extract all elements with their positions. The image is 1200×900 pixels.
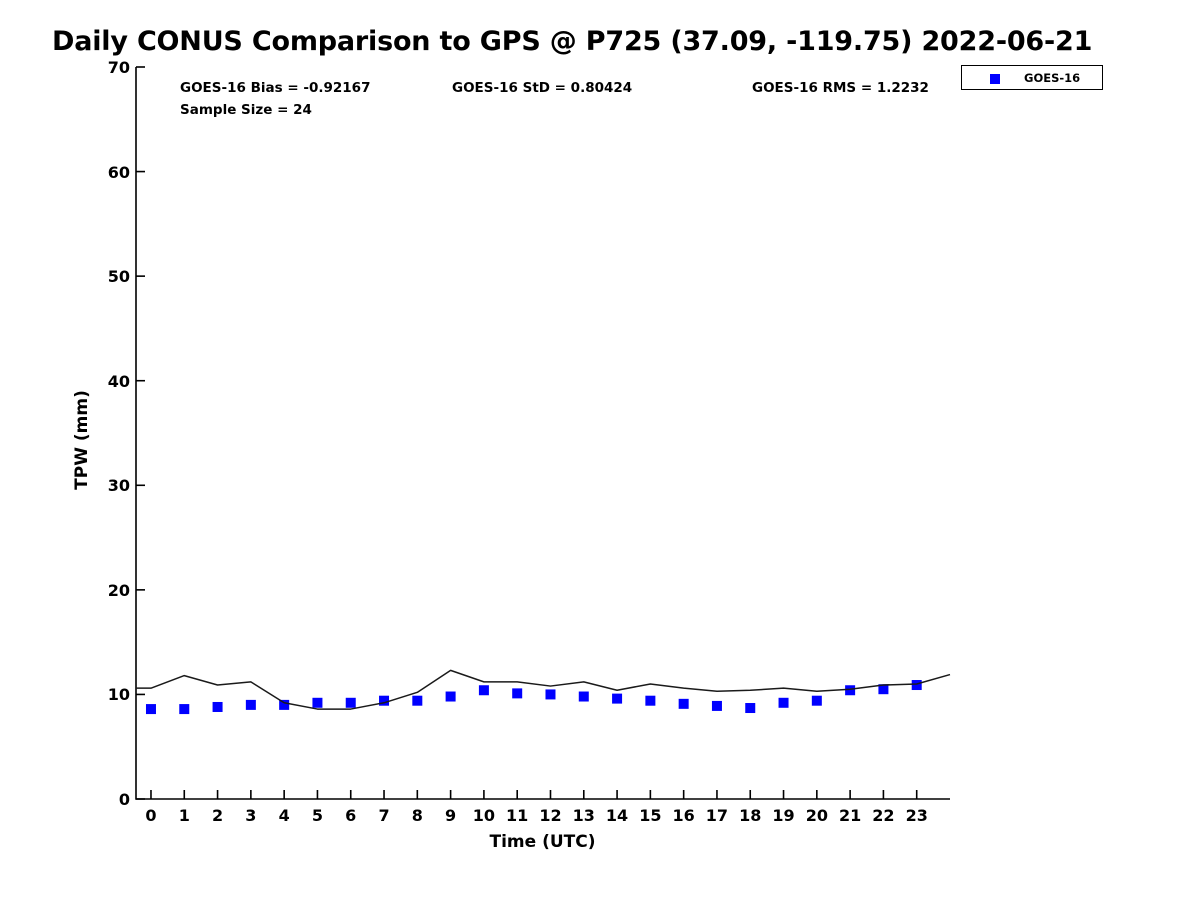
data-point-marker <box>345 697 356 708</box>
x-axis-tick-label: 19 <box>772 806 795 825</box>
data-point-marker <box>379 695 390 706</box>
x-axis-tick-label: 4 <box>278 806 290 825</box>
data-point-marker <box>312 697 323 708</box>
y-axis-tick-label: 30 <box>107 476 130 496</box>
x-axis-tick-label: 16 <box>672 806 695 825</box>
data-point-marker <box>478 685 489 696</box>
data-point-marker <box>612 693 623 704</box>
x-axis-tick-label: 23 <box>905 806 928 825</box>
data-point-marker <box>811 695 822 706</box>
series-markers-goes16 <box>145 680 922 715</box>
data-point-marker <box>179 704 190 715</box>
annotation-rms: GOES-16 RMS = 1.2232 <box>752 80 929 96</box>
data-point-marker <box>412 695 423 706</box>
data-point-marker <box>245 699 256 710</box>
data-point-marker <box>578 691 589 702</box>
series-line-gps <box>136 669 951 710</box>
x-axis-tick-label: 22 <box>872 806 895 825</box>
x-axis-tick-label: 21 <box>838 806 862 825</box>
x-axis-tick-label: 13 <box>572 806 595 825</box>
y-axis-tick-label: 0 <box>118 790 130 809</box>
x-axis-tick-label: 5 <box>311 806 323 825</box>
data-point-marker <box>878 684 889 695</box>
y-axis-tick-label: 40 <box>107 371 130 391</box>
y-axis-tick-label: 50 <box>107 267 130 287</box>
data-point-marker <box>711 700 722 711</box>
x-axis-label: Time (UTC) <box>489 832 596 852</box>
annotation-bias: GOES-16 Bias = -0.92167 <box>180 80 371 96</box>
x-axis-tick-label: 14 <box>605 806 629 825</box>
x-axis-tick-label: 10 <box>472 806 496 825</box>
y-axis-tick-label: 70 <box>107 58 130 77</box>
annotation-std: GOES-16 StD = 0.80424 <box>452 80 633 96</box>
axis-spine <box>135 67 950 800</box>
x-axis-tick-label: 7 <box>378 806 390 825</box>
annotation-sample-size: Sample Size = 24 <box>180 102 312 118</box>
data-point-marker <box>778 697 789 708</box>
legend-marker-goes16-icon <box>990 74 1000 84</box>
y-axis-tick-label: 20 <box>107 580 130 600</box>
data-point-marker <box>445 691 456 702</box>
legend: GOES-16 <box>961 65 1103 90</box>
x-axis-tick-label: 3 <box>245 806 257 825</box>
x-axis-tick-label: 20 <box>805 806 828 825</box>
x-axis-tick-label: 0 <box>145 806 157 825</box>
data-point-marker <box>545 689 556 700</box>
x-axis-tick-label: 17 <box>705 806 729 825</box>
data-point-marker <box>512 688 523 699</box>
x-axis-tick-label: 2 <box>211 806 224 825</box>
x-axis-tick-label: 6 <box>345 806 357 825</box>
data-point-marker <box>745 703 756 714</box>
x-axis-tick-label: 11 <box>506 806 529 825</box>
x-axis-tick-label: 1 <box>178 806 190 825</box>
x-axis-tick-label: 8 <box>411 806 423 825</box>
x-axis-tick-label: 18 <box>739 806 762 825</box>
data-point-marker <box>645 695 656 706</box>
legend-label-goes16: GOES-16 <box>1024 71 1081 85</box>
x-axis-tick-label: 15 <box>639 806 662 825</box>
x-axis-tick-label: 12 <box>539 806 562 825</box>
chart-title: Daily CONUS Comparison to GPS @ P725 (37… <box>52 26 1093 57</box>
x-axis-tick-label: 9 <box>445 806 457 825</box>
data-point-marker <box>145 704 156 715</box>
data-point-marker <box>845 685 856 696</box>
data-point-marker <box>911 680 922 691</box>
data-point-marker <box>279 699 290 710</box>
y-axis-tick-label: 60 <box>107 162 130 182</box>
data-point-marker <box>212 701 223 712</box>
y-axis-tick-label: 10 <box>107 685 130 705</box>
data-point-marker <box>678 698 689 709</box>
